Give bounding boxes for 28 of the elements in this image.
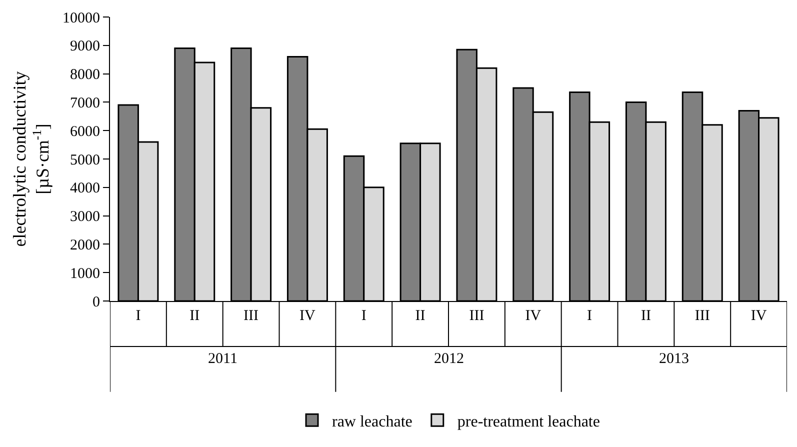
y-tick-label: 0: [92, 294, 100, 310]
y-tick-label: 5000: [70, 152, 100, 168]
x-tick-label: III: [694, 308, 710, 324]
y-tick-label: 2000: [70, 237, 100, 254]
x-tick-label: III: [244, 308, 259, 324]
y-tick-label: 9000: [70, 38, 100, 55]
y-tick-label: 6000: [70, 124, 100, 140]
x-tick-label: IV: [300, 308, 316, 324]
y-tick-label: 10000: [62, 10, 100, 26]
x-tick-label: II: [190, 308, 200, 324]
y-tick-label: 4000: [70, 180, 100, 197]
text: 2013: [659, 351, 689, 367]
x-tick-label: IV: [525, 308, 542, 324]
x-tick-label: II: [415, 308, 426, 324]
x-tick-label: IV: [750, 308, 767, 324]
x-tick-label: I: [136, 308, 141, 324]
legend-label: raw leachate: [332, 413, 412, 430]
x-tick-label: II: [640, 308, 651, 324]
x-tick-label: I: [587, 308, 592, 324]
y-tick-label: 8000: [70, 67, 100, 84]
x-tick-label: III: [469, 308, 484, 324]
text: 2011: [208, 351, 238, 367]
text: 2012: [434, 351, 464, 367]
legend-label: pre-treatment leachate: [457, 413, 600, 430]
y-tick-label: 7000: [70, 95, 100, 112]
x-tick-label: I: [361, 308, 366, 324]
y-tick-label: 1000: [70, 266, 100, 282]
y-tick-label: 3000: [70, 209, 100, 226]
